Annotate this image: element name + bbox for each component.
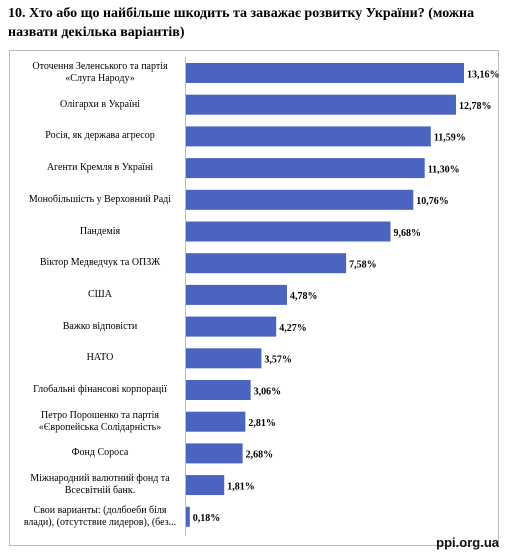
- watermark: ppi.org.ua: [436, 535, 499, 550]
- category-label: Оточення Зеленського та партія «Слуга На…: [32, 61, 168, 84]
- value-label: 9,68%: [393, 228, 421, 239]
- bar: [186, 221, 391, 242]
- value-label: 3,57%: [264, 355, 292, 366]
- value-label: 12,78%: [459, 101, 492, 112]
- bar: [186, 380, 251, 400]
- category-label: Важко відповісти: [62, 320, 138, 332]
- category-label: Росія, як держава агресор: [45, 130, 155, 142]
- category-label: Віктор Медведчук та ОПЗЖ: [39, 257, 161, 269]
- bar: [186, 348, 262, 369]
- category-label: Петро Порошенко та партія «Європейська С…: [38, 409, 162, 433]
- bar: [186, 316, 277, 337]
- chart-frame: [9, 50, 499, 546]
- value-label: 4,78%: [290, 291, 318, 302]
- bar: [186, 126, 431, 147]
- value-label: 4,27%: [279, 323, 307, 334]
- bar: [186, 284, 287, 305]
- value-label: 2,68%: [246, 450, 274, 461]
- bar: [186, 506, 190, 527]
- bar: [186, 63, 464, 83]
- category-label: Фонд Сороса: [71, 447, 129, 459]
- bar: [186, 189, 414, 210]
- category-label: НАТО: [86, 352, 114, 364]
- value-label: 11,59%: [434, 133, 466, 144]
- value-label: 13,16%: [467, 69, 500, 80]
- category-label: Міжнародний валютний фонд та Всесвітній …: [30, 473, 170, 497]
- category-label: Свои варианты: (долбоеби біля влади), (о…: [23, 504, 177, 528]
- value-label: 7,58%: [349, 259, 377, 270]
- bar: [186, 158, 425, 179]
- value-label: 0,18%: [193, 513, 221, 524]
- category-label: Монобільшість у Верховний Раді: [28, 193, 172, 205]
- bar: [186, 475, 225, 496]
- value-label: 11,30%: [428, 164, 460, 175]
- bar: [186, 411, 246, 432]
- value-label: 2,81%: [248, 418, 275, 429]
- value-label: 1,81%: [227, 481, 255, 492]
- category-label: США: [88, 288, 112, 300]
- chart-title: 10. Хто або що найбільше шкодить та зава…: [8, 6, 475, 40]
- bar: [186, 443, 243, 464]
- value-label: 3,06%: [254, 386, 282, 397]
- bar: [186, 253, 347, 274]
- bar: [186, 94, 456, 115]
- category-label: Глобальні фінансові корпорації: [33, 384, 167, 395]
- category-label: Олігархи в Україні: [59, 98, 140, 110]
- category-label: Пандемія: [79, 225, 121, 237]
- category-label: Агенти Кремля в Україні: [46, 162, 154, 174]
- value-label: 10,76%: [416, 196, 449, 207]
